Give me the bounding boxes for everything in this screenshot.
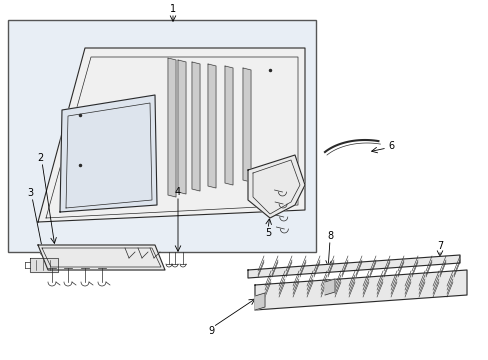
Text: 5: 5 xyxy=(264,228,270,238)
Bar xyxy=(8,20,315,252)
Polygon shape xyxy=(168,58,176,197)
Polygon shape xyxy=(192,62,200,191)
Text: 8: 8 xyxy=(326,231,332,241)
Polygon shape xyxy=(38,48,305,222)
Text: 3: 3 xyxy=(27,188,33,198)
Polygon shape xyxy=(30,258,58,272)
Text: 2: 2 xyxy=(37,153,43,163)
Polygon shape xyxy=(247,255,459,278)
Text: 6: 6 xyxy=(387,141,393,151)
Polygon shape xyxy=(38,245,164,270)
Polygon shape xyxy=(247,155,305,218)
Polygon shape xyxy=(60,95,157,212)
Polygon shape xyxy=(243,68,250,182)
Polygon shape xyxy=(224,66,232,185)
Polygon shape xyxy=(325,279,334,295)
Text: 9: 9 xyxy=(207,326,214,336)
Polygon shape xyxy=(254,293,264,310)
Text: 1: 1 xyxy=(170,4,176,14)
Text: 7: 7 xyxy=(436,241,442,251)
Polygon shape xyxy=(178,60,185,194)
Text: 4: 4 xyxy=(175,187,181,197)
Polygon shape xyxy=(207,64,216,188)
Polygon shape xyxy=(254,270,466,310)
